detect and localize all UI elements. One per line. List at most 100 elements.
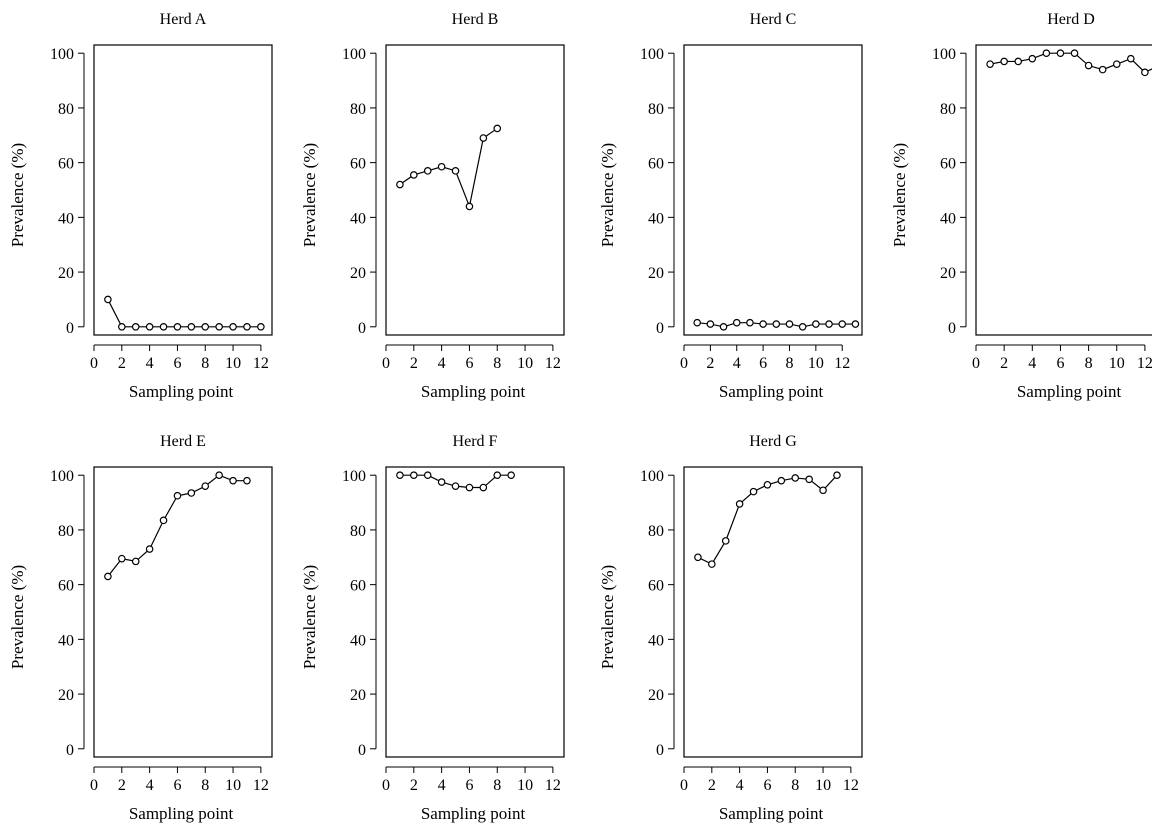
herd-d-x-tick-label: 10 xyxy=(1109,355,1125,372)
herd-e-x-tick-label: 4 xyxy=(146,777,154,794)
herd-d-y-tick-label: 0 xyxy=(948,320,956,337)
herd-c-x-tick-label: 2 xyxy=(706,355,714,372)
herd-f-y-tick-label: 20 xyxy=(350,687,366,704)
herd-g-x-tick-label: 0 xyxy=(680,777,688,794)
herd-f-x-tick-label: 6 xyxy=(465,777,473,794)
herd-g-x-tick-label: 8 xyxy=(791,777,799,794)
herd-e-y-tick-label: 60 xyxy=(58,578,74,595)
herd-g-x-tick-label: 10 xyxy=(815,777,831,794)
herd-g-data-point xyxy=(708,560,716,568)
herd-e-data-point xyxy=(229,476,237,485)
herd-c-y-tick-label: 20 xyxy=(648,265,664,282)
herd-g-x-tick-label: 12 xyxy=(843,777,859,794)
herd-d-data-point xyxy=(1042,49,1051,58)
herd-e-data-point xyxy=(215,471,223,480)
herd-b-y-tick-label: 0 xyxy=(358,320,366,337)
herd-f-data-point xyxy=(423,471,432,480)
herd-d-y-axis-title: Prevalence (%) xyxy=(890,143,909,247)
herd-b-data-point xyxy=(423,167,432,175)
herd-g-y-tick-label: 60 xyxy=(648,578,664,595)
herd-d-x-tick-label: 8 xyxy=(1085,355,1093,372)
herd-a-x-tick-label: 8 xyxy=(201,355,209,372)
herd-a-x-tick-label: 4 xyxy=(146,355,154,372)
herd-e-y-tick-label: 0 xyxy=(66,742,74,759)
herd-c-data-point xyxy=(785,320,794,328)
herd-f-x-tick-label: 0 xyxy=(382,777,390,794)
herd-a-x-tick-label: 0 xyxy=(90,355,98,372)
herd-c-title: Herd C xyxy=(750,11,797,28)
herd-g-data-point xyxy=(819,486,827,495)
herd-a-y-tick-label: 40 xyxy=(58,210,74,227)
herd-e-panel: Herd E 0 20 40 60 80 100 0 2 4 6 8 10 12 Sampling poin… xyxy=(8,433,273,823)
herd-g-data-point xyxy=(833,471,841,480)
herd-a-y-tick-label: 20 xyxy=(58,265,74,282)
herd-g-y-tick-label: 80 xyxy=(648,523,664,540)
herd-c-data-point xyxy=(732,318,741,327)
herd-g-x-tick-label: 4 xyxy=(736,777,744,794)
herd-b-y-tick-label: 20 xyxy=(350,265,366,282)
herd-c-data-point xyxy=(772,320,781,328)
herd-f-data-point xyxy=(493,471,502,480)
herd-b-panel: Herd B 0 20 40 60 80 100 0 2 4 6 8 10 12 Sampling poin… xyxy=(300,11,565,401)
herd-g-data-point xyxy=(791,474,800,482)
herd-c-data-point xyxy=(838,320,847,328)
herd-b-data-point xyxy=(479,134,488,142)
herd-e-data-point xyxy=(187,489,196,497)
herd-e-x-tick-label: 0 xyxy=(90,777,98,794)
herd-e-y-tick-label: 20 xyxy=(58,687,74,704)
herd-g-data-point xyxy=(805,475,813,484)
herd-b-y-axis-title: Prevalence (%) xyxy=(300,143,319,247)
herd-c-y-tick-label: 0 xyxy=(656,320,664,337)
herd-e-x-tick-label: 10 xyxy=(225,777,241,794)
herd-d-data-point xyxy=(1098,65,1107,74)
herd-g-y-tick-label: 0 xyxy=(656,742,664,759)
herd-f-x-tick-label: 4 xyxy=(438,777,446,794)
herd-f-data-point xyxy=(507,471,515,480)
herd-c-x-axis-title: Sampling point xyxy=(719,382,824,401)
herd-d-data-point xyxy=(1014,57,1023,66)
herd-g-x-tick-label: 6 xyxy=(763,777,771,794)
herd-b-x-tick-label: 6 xyxy=(465,355,473,372)
herd-d-title: Herd D xyxy=(1047,11,1095,28)
herd-c-x-tick-label: 0 xyxy=(680,355,688,372)
herd-c-y-tick-label: 80 xyxy=(648,101,664,118)
herd-d-data-point xyxy=(1141,68,1149,77)
herd-c-x-tick-label: 8 xyxy=(785,355,793,372)
herd-d-x-tick-label: 2 xyxy=(1000,355,1008,372)
herd-a-panel: Herd A 0 20 40 60 80 100 0 2 4 6 8 10 12 Sampling poin… xyxy=(8,11,273,401)
herd-a-series-line xyxy=(107,299,261,328)
herd-c-plot-frame xyxy=(683,44,863,336)
herd-f-data-point xyxy=(437,478,446,486)
herd-a-data-point xyxy=(215,322,223,331)
herd-d-x-axis-title: Sampling point xyxy=(1017,382,1122,401)
herd-f-plot-frame xyxy=(385,466,565,758)
herd-f-y-tick-label: 100 xyxy=(342,468,366,485)
herd-b-x-tick-label: 12 xyxy=(545,355,561,372)
herd-a-data-point xyxy=(118,322,126,331)
herd-e-data-point xyxy=(243,476,251,485)
herd-b-data-point xyxy=(465,202,474,211)
herd-c-data-point xyxy=(759,320,767,328)
herd-d-data-point xyxy=(1056,49,1065,58)
herd-a-y-tick-label: 100 xyxy=(50,46,74,63)
herd-a-data-point xyxy=(131,322,140,331)
herd-f-data-point xyxy=(479,483,488,492)
herd-c-data-point xyxy=(746,318,754,327)
herd-g-y-tick-label: 40 xyxy=(648,632,664,649)
herd-b-data-point xyxy=(451,167,460,175)
herd-b-y-tick-label: 40 xyxy=(350,210,366,227)
herd-a-data-point xyxy=(145,322,154,331)
herd-f-y-tick-label: 40 xyxy=(350,632,366,649)
herd-b-x-tick-label: 2 xyxy=(410,355,418,372)
herd-a-x-tick-label: 10 xyxy=(225,355,241,372)
herd-c-x-tick-label: 10 xyxy=(808,355,824,372)
herd-f-x-tick-label: 12 xyxy=(545,777,561,794)
herd-d-data-point xyxy=(1084,61,1093,70)
herd-g-data-point xyxy=(694,553,702,562)
herd-c-panel: Herd C 0 20 40 60 80 100 0 2 4 6 8 10 12 Sampling poin… xyxy=(598,11,863,401)
herd-f-data-point xyxy=(396,471,404,480)
herd-c-data-point xyxy=(825,320,833,328)
herd-e-y-tick-label: 100 xyxy=(50,468,74,485)
herd-a-plot-frame xyxy=(93,44,273,336)
